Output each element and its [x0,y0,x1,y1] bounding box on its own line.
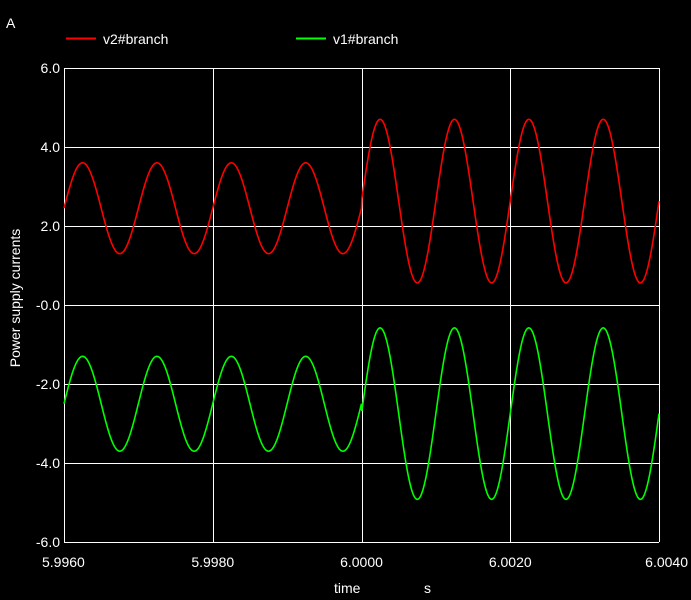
x-tick-label: 6.0020 [489,554,532,570]
legend: v2#branch v1#branch [66,31,398,47]
x-axis-unit: s [424,580,431,596]
series-line-1 [63,118,660,284]
y-tick-label: 4.0 [41,139,61,155]
x-tick-label: 6.0000 [340,554,383,570]
plot-lines [63,118,660,501]
y-tick-label: -4.0 [36,455,60,471]
x-tick-label: 5.9960 [42,554,85,570]
series-line-2 [63,327,660,501]
x-axis-label: time [334,580,361,596]
legend-label: v2#branch [103,31,168,47]
y-tick-label: 6.0 [41,60,61,76]
corner-label: A [6,15,16,31]
x-tick-label: 5.9980 [191,554,234,570]
y-tick-label: -0.0 [36,297,60,313]
y-tick-label: 2.0 [41,218,61,234]
grid [64,68,660,543]
y-axis-label: Power supply currents [7,229,23,368]
y-tick-label: -2.0 [36,376,60,392]
x-tick-label: 6.0040 [645,554,688,570]
y-tick-label: -6.0 [36,534,60,550]
y-tick-labels: 6.0 4.0 2.0 -0.0 -2.0 -4.0 -6.0 [36,60,60,550]
legend-label: v1#branch [333,31,398,47]
x-tick-labels: 5.9960 5.9980 6.0000 6.0020 6.0040 [42,554,688,570]
